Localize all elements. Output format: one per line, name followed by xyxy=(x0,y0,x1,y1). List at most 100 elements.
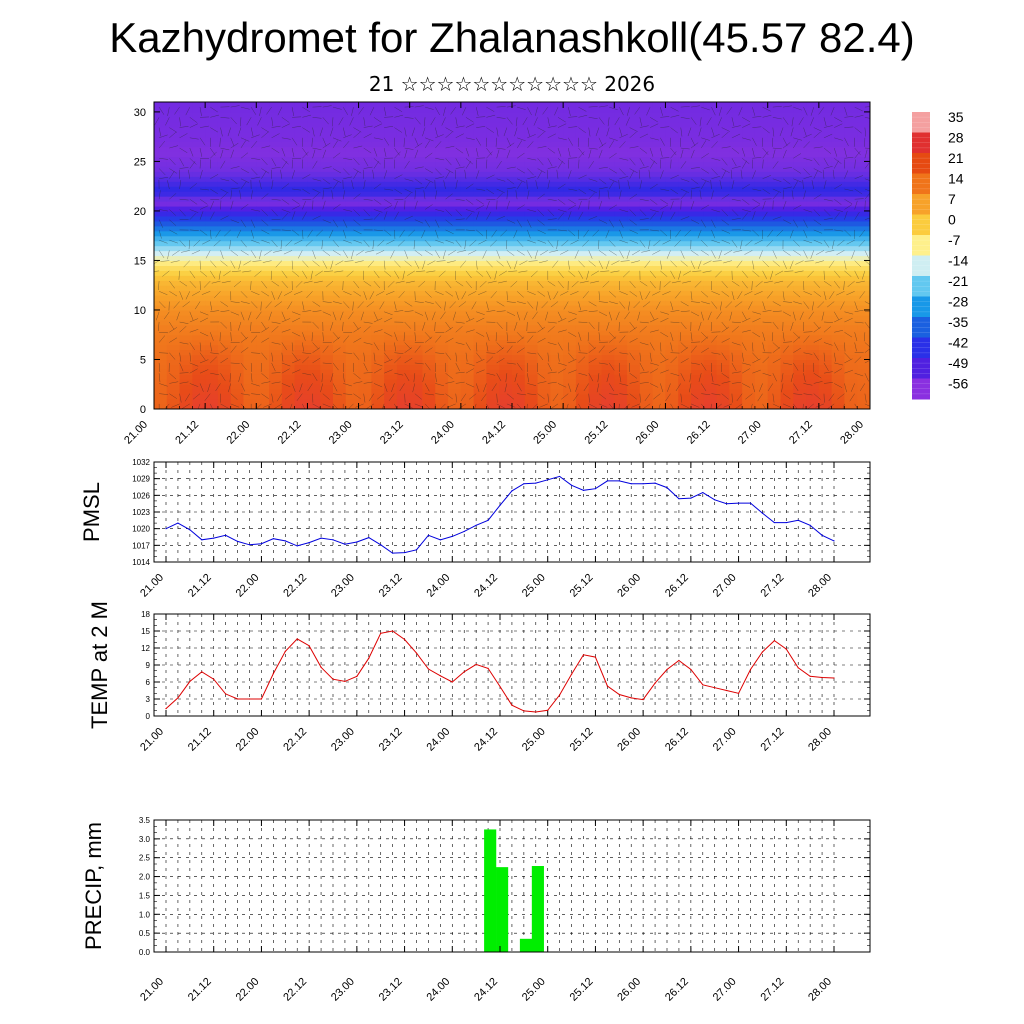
wind-barb xyxy=(527,219,532,228)
heatmap-cell xyxy=(230,354,245,361)
heatmap-cell xyxy=(831,305,846,311)
wind-barb xyxy=(557,311,563,320)
heatmap-cell xyxy=(742,210,756,217)
heatmap-cell xyxy=(448,106,462,113)
heatmap-cell xyxy=(844,334,858,341)
wind-barb xyxy=(312,160,318,169)
heatmap-cell xyxy=(691,146,705,153)
wind-barb xyxy=(424,204,433,210)
heatmap-cell xyxy=(627,201,641,207)
wind-barb xyxy=(455,291,459,300)
wind-barb xyxy=(639,158,645,167)
heatmap-cell xyxy=(639,126,654,133)
heatmap-cell xyxy=(550,305,564,311)
heatmap-cell xyxy=(678,300,692,306)
wind-barb xyxy=(455,180,458,190)
wind-barb xyxy=(435,335,442,343)
heatmap-cell xyxy=(256,196,270,202)
heatmap-cell xyxy=(806,275,820,281)
heatmap-cell xyxy=(333,136,347,143)
wind-barb xyxy=(251,158,261,160)
heatmap-cell xyxy=(575,280,590,286)
heatmap-cell xyxy=(831,235,846,242)
heatmap-cell xyxy=(665,106,679,113)
heatmap-cell xyxy=(320,156,334,163)
heatmap-cell xyxy=(256,369,270,375)
heatmap-cell xyxy=(703,136,718,143)
heatmap-cell xyxy=(678,210,692,217)
heatmap-cell xyxy=(179,176,193,182)
heatmap-cell xyxy=(358,210,372,217)
heatmap-cell xyxy=(588,126,603,133)
heatmap-cell xyxy=(550,225,564,232)
heatmap-cell xyxy=(384,151,398,158)
heatmap-cell xyxy=(358,141,372,148)
heatmap-cell xyxy=(678,151,692,158)
heatmap-cell xyxy=(230,305,245,311)
wind-barb xyxy=(394,200,398,210)
heatmap-cell xyxy=(575,255,590,262)
wind-barb xyxy=(322,219,332,224)
wind-barb xyxy=(480,393,487,402)
heatmap-cell xyxy=(512,240,526,247)
heatmap-cell xyxy=(358,319,372,326)
heatmap-cell xyxy=(563,354,577,361)
heatmap-cell xyxy=(166,344,181,351)
wind-barb xyxy=(435,291,444,296)
heatmap-cell xyxy=(793,215,807,222)
heatmap-cell xyxy=(307,196,321,202)
heatmap-cell xyxy=(409,250,424,257)
heatmap-cell xyxy=(409,166,424,172)
heatmap-cell xyxy=(639,136,654,143)
heatmap-cell xyxy=(205,121,219,128)
wind-barb xyxy=(353,326,362,333)
wind-barb xyxy=(210,188,218,195)
heatmap-cell xyxy=(716,191,730,197)
heatmap-cell xyxy=(550,166,564,172)
heatmap-cell xyxy=(179,146,193,153)
wind-barb xyxy=(399,229,405,238)
wind-barb xyxy=(287,301,293,310)
heatmap-cell xyxy=(627,176,641,182)
heatmap-cell xyxy=(754,220,769,227)
wind-barb xyxy=(229,240,231,250)
heatmap-cell xyxy=(729,136,743,143)
heatmap-cell xyxy=(639,354,654,361)
heatmap-cell xyxy=(345,106,360,113)
heatmap-cell xyxy=(601,225,615,232)
heatmap-cell xyxy=(217,121,232,128)
heatmap-cell xyxy=(691,245,705,252)
wind-barb xyxy=(649,311,655,320)
heatmap-cell xyxy=(831,324,846,331)
heatmap-cell xyxy=(512,235,526,242)
wind-barb xyxy=(357,301,364,309)
heatmap-cell xyxy=(384,314,398,321)
wind-barb xyxy=(322,149,327,159)
heatmap-cell xyxy=(767,186,782,192)
heatmap-cell xyxy=(243,319,257,326)
heatmap-cell xyxy=(754,354,769,361)
heatmap-cell xyxy=(742,166,756,172)
heatmap-cell xyxy=(729,280,743,286)
wind-barb xyxy=(443,180,446,190)
wind-barb xyxy=(523,311,528,321)
heatmap-cell xyxy=(601,324,615,331)
heatmap-cell xyxy=(499,359,513,366)
wind-barb xyxy=(170,260,180,263)
wind-barb xyxy=(588,310,598,313)
heatmap-cell xyxy=(524,319,539,326)
wind-barb xyxy=(169,145,179,149)
heatmap-cell xyxy=(230,275,245,281)
heatmap-cell xyxy=(588,314,603,321)
heatmap-cell xyxy=(217,116,232,123)
heatmap-cell xyxy=(742,265,756,271)
heatmap-cell xyxy=(831,344,846,351)
heatmap-cell xyxy=(524,176,539,182)
wind-barb xyxy=(353,209,361,216)
heatmap-cell xyxy=(281,399,296,405)
heatmap-cell xyxy=(754,359,769,366)
wind-barb xyxy=(578,403,582,409)
wind-barb xyxy=(351,107,354,116)
heatmap-cell xyxy=(307,191,321,197)
heatmap-cell xyxy=(460,245,475,252)
